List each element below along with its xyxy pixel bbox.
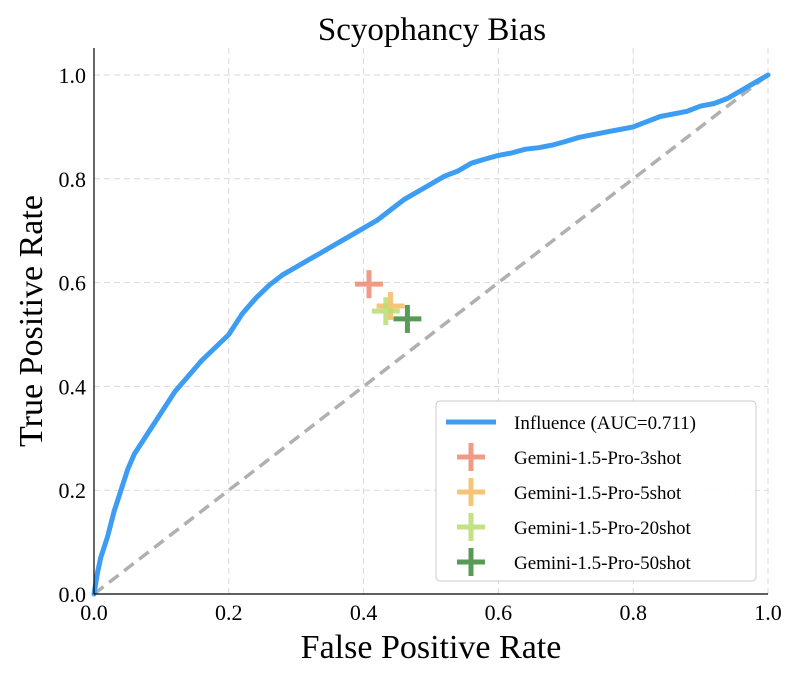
- marker-gemini-1-5-pro-3shot: [354, 270, 383, 299]
- marker-group: [354, 270, 422, 333]
- legend-plus-swatch: [457, 478, 485, 506]
- y-tick-label-1: 0.2: [59, 478, 87, 503]
- legend-label: Gemini-1.5-Pro-3shot: [514, 448, 682, 469]
- legend: Influence (AUC=0.711) Gemini-1.5-Pro-3sho…: [435, 400, 757, 582]
- x-tick-label-3: 0.6: [485, 600, 513, 625]
- legend-label: Gemini-1.5-Pro-5shot: [514, 483, 682, 504]
- legend-plus-swatch: [457, 548, 485, 576]
- legend-item-2: Gemini-1.5-Pro-5shot: [457, 478, 682, 506]
- x-tick-label-0: 0.0: [80, 600, 108, 625]
- y-tick-label-3: 0.6: [59, 271, 87, 296]
- y-axis-title: True Positive Rate: [13, 195, 50, 447]
- x-axis-title: False Positive Rate: [301, 629, 562, 666]
- y-tick-label-5: 1.0: [59, 63, 87, 88]
- y-tick-label-0: 0.0: [59, 582, 87, 607]
- y-tick-label-4: 0.8: [59, 167, 87, 192]
- axes: [93, 48, 768, 595]
- legend-label: Gemini-1.5-Pro-50shot: [514, 553, 692, 574]
- legend-box: [435, 400, 757, 582]
- legend-plus-swatch: [457, 443, 485, 471]
- chart-title: Scyophancy Bias: [318, 12, 546, 48]
- legend-plus-swatch: [457, 513, 485, 541]
- x-tick-labels: 0.0 0.2 0.4 0.6 0.8 1.0: [80, 600, 782, 625]
- marker-gemini-1-5-pro-50shot: [393, 304, 422, 333]
- y-tick-labels: 0.0 0.2 0.4 0.6 0.8 1.0: [59, 63, 87, 607]
- legend-item-1: Gemini-1.5-Pro-3shot: [457, 443, 682, 471]
- diagonal-reference-line: [92, 73, 770, 596]
- legend-item-4: Gemini-1.5-Pro-50shot: [457, 548, 692, 576]
- y-tick-label-2: 0.4: [59, 374, 87, 399]
- influence-roc-curve: [91, 72, 771, 597]
- legend-label: Gemini-1.5-Pro-20shot: [514, 518, 692, 539]
- legend-item-0: Influence (AUC=0.711): [446, 413, 696, 434]
- x-tick-label-5: 1.0: [754, 600, 782, 625]
- x-tick-label-4: 0.8: [619, 600, 647, 625]
- marker-gemini-1-5-pro-20shot: [371, 297, 400, 326]
- legend-label: Influence (AUC=0.711): [514, 413, 696, 434]
- x-tick-label-1: 0.2: [215, 600, 243, 625]
- marker-gemini-1-5-pro-5shot: [376, 291, 405, 320]
- x-tick-label-2: 0.4: [350, 600, 378, 625]
- legend-item-3: Gemini-1.5-Pro-20shot: [457, 513, 692, 541]
